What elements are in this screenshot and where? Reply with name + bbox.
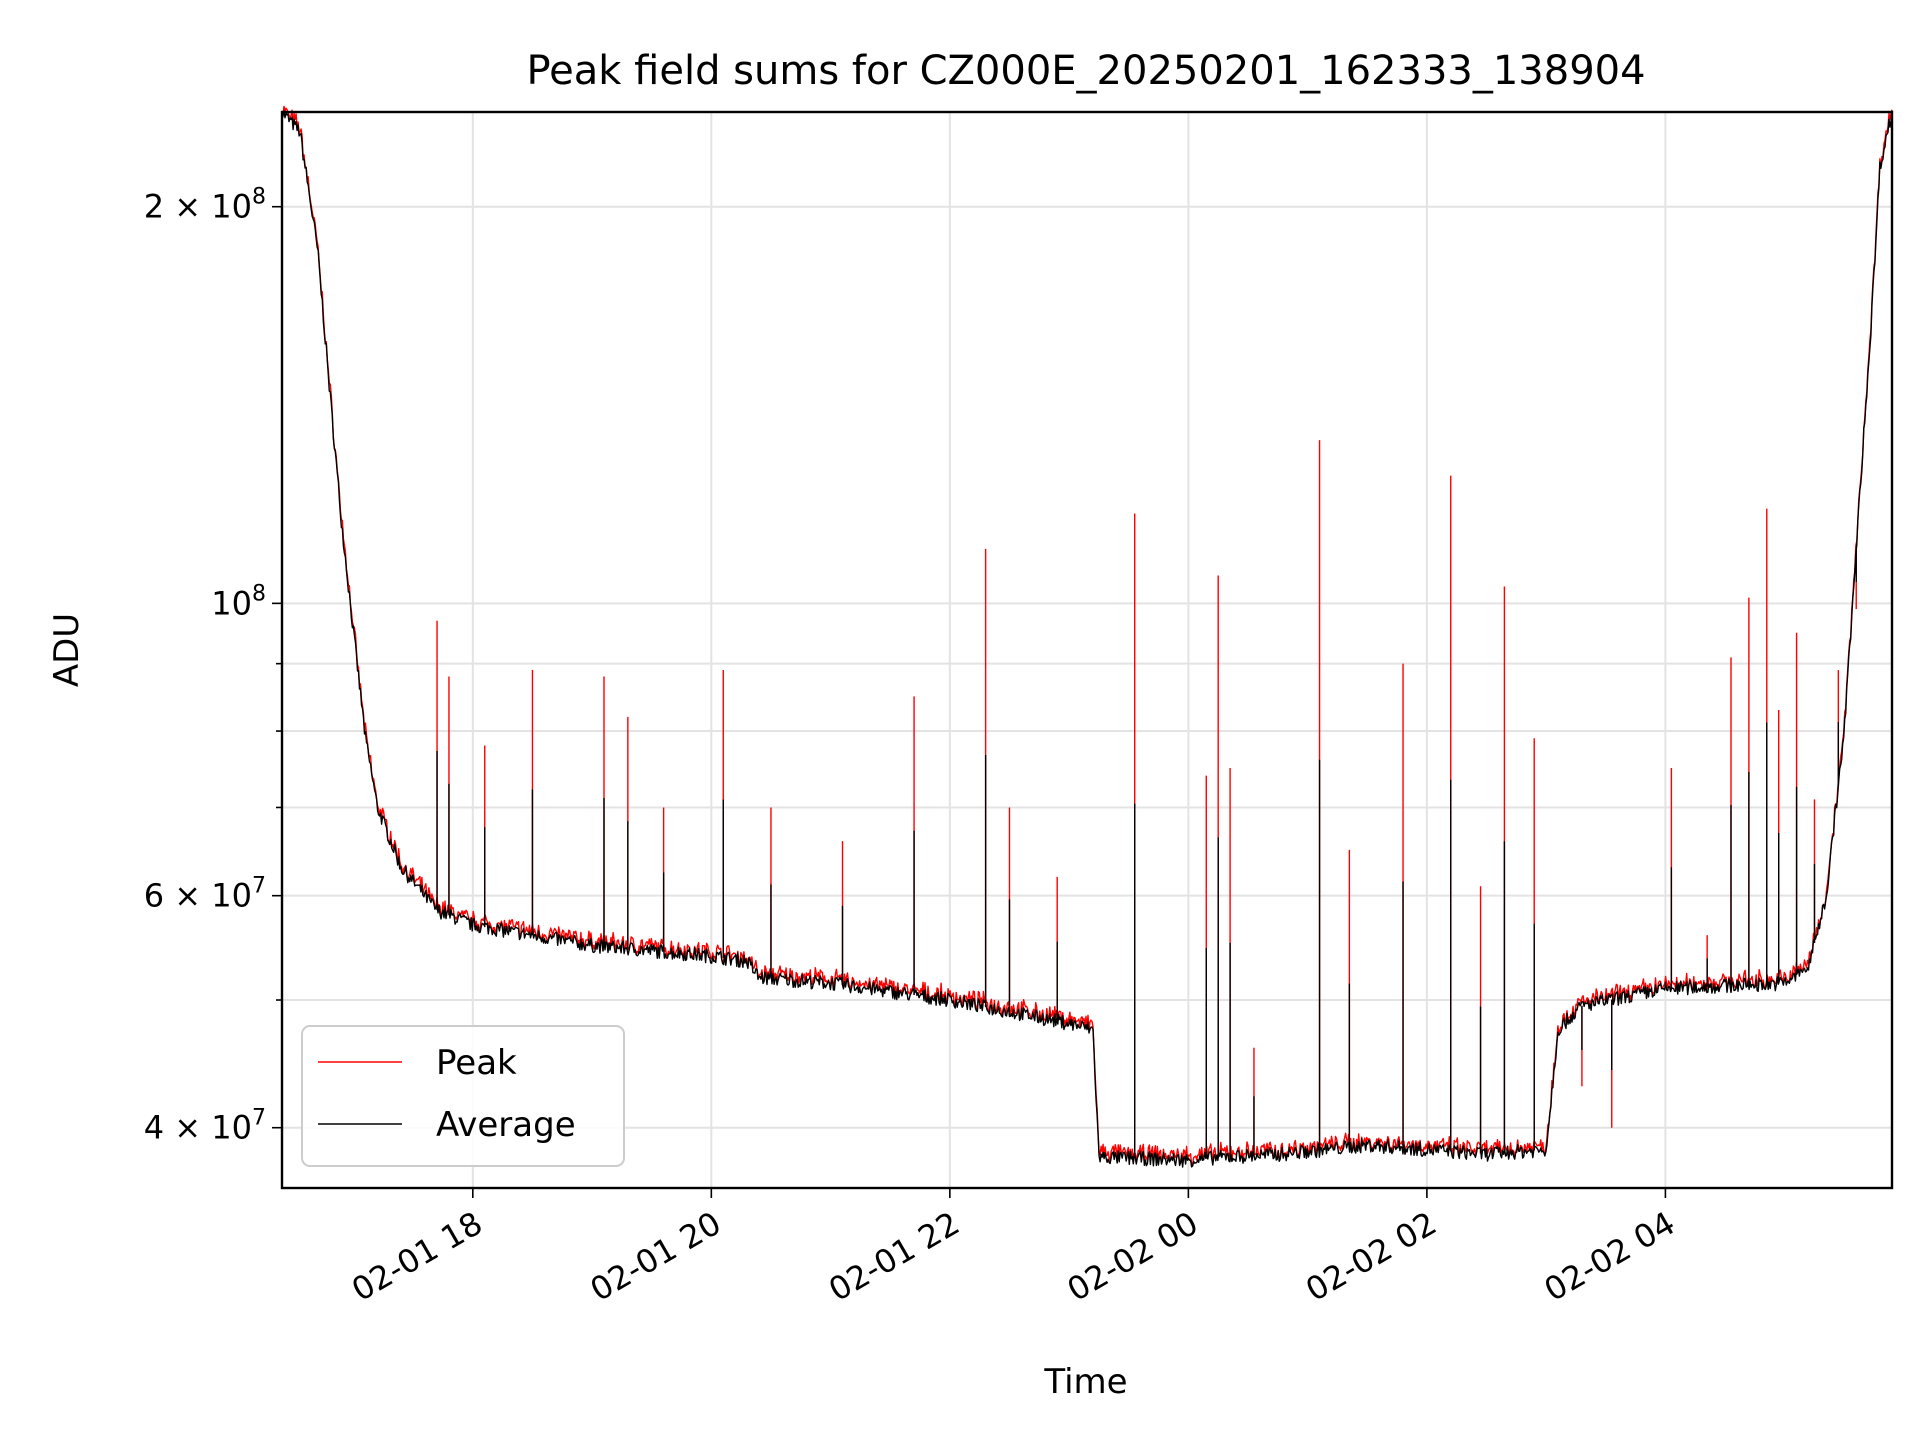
chart-title: Peak field sums for CZ000E_20250201_1623… — [526, 48, 1645, 94]
y-tick-label: 108 — [211, 581, 266, 622]
series-group — [281, 105, 1893, 1168]
y-axis-label: ADU — [47, 613, 87, 687]
peak-series-line — [281, 105, 1893, 1167]
legend-peak-label: Peak — [436, 1043, 517, 1083]
x-tick-label: 02-02 00 — [1061, 1204, 1205, 1309]
y-tick-label: 6 × 107 — [144, 874, 266, 915]
y-tick-label: 2 × 108 — [144, 185, 266, 226]
y-axis: 4 × 107 6 × 107 108 2 × 108 — [144, 185, 282, 1147]
x-tick-label: 02-01 22 — [822, 1204, 966, 1309]
legend-average-label: Average — [436, 1105, 576, 1145]
x-tick-label: 02-01 18 — [345, 1204, 489, 1309]
x-tick-label: 02-02 04 — [1538, 1204, 1682, 1309]
x-tick-label: 02-01 20 — [584, 1204, 728, 1309]
x-axis: 02-01 18 02-01 20 02-01 22 02-02 00 02-02 02… — [345, 1188, 1681, 1309]
plot-area — [280, 110, 1894, 1190]
y-tick-label: 4 × 107 — [144, 1106, 266, 1147]
average-series-line — [281, 110, 1893, 1168]
grid — [282, 112, 1892, 1188]
x-tick-label: 02-02 02 — [1299, 1204, 1443, 1309]
x-axis-label: Time — [1043, 1362, 1127, 1402]
legend: Peak Average — [301, 1025, 625, 1167]
legend-box — [301, 1025, 625, 1167]
